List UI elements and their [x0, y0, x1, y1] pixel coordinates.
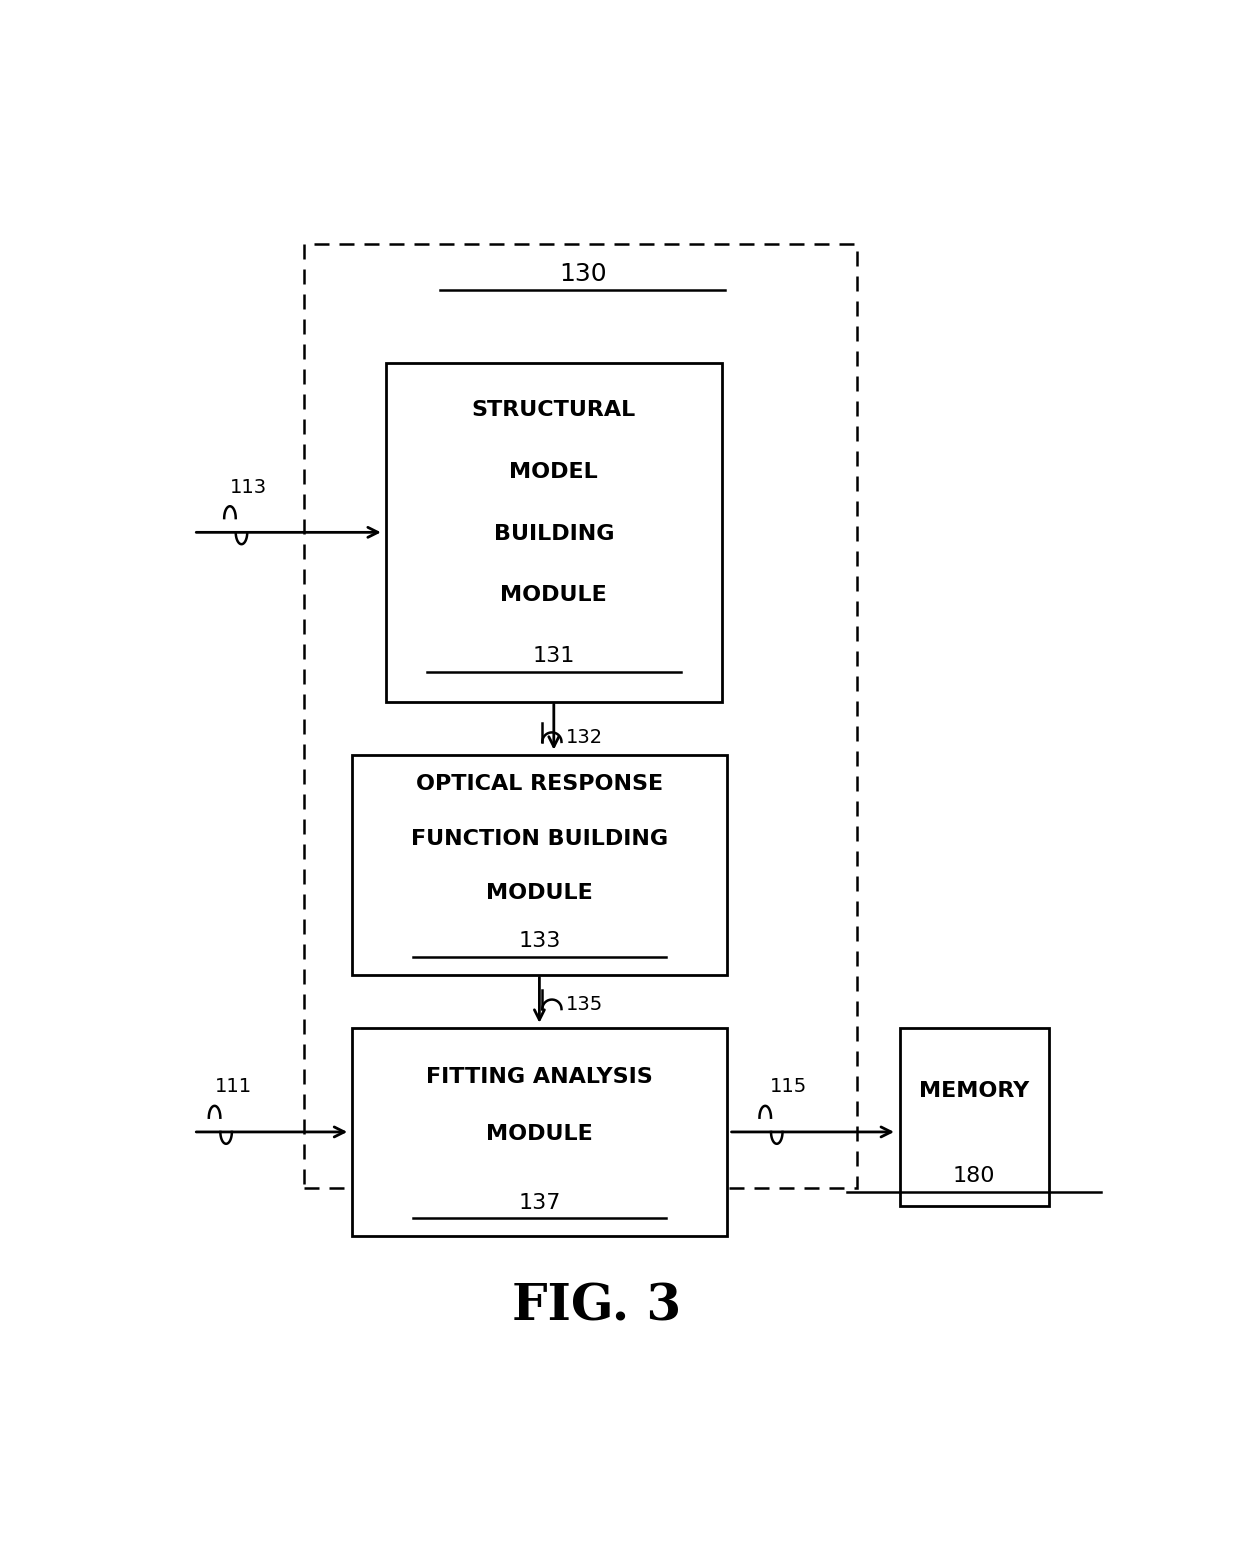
- Text: 180: 180: [954, 1166, 996, 1186]
- Text: FITTING ANALYSIS: FITTING ANALYSIS: [427, 1067, 652, 1087]
- Text: STRUCTURAL: STRUCTURAL: [471, 399, 636, 419]
- Text: MODULE: MODULE: [486, 1124, 593, 1144]
- Text: MODULE: MODULE: [501, 586, 608, 606]
- Text: 130: 130: [559, 262, 606, 287]
- Bar: [386, 364, 722, 702]
- Bar: [352, 1029, 727, 1235]
- Text: MEMORY: MEMORY: [919, 1081, 1029, 1101]
- Text: 132: 132: [567, 728, 604, 746]
- Text: 131: 131: [533, 646, 575, 666]
- Text: MODEL: MODEL: [510, 461, 598, 481]
- Bar: [900, 1029, 1049, 1206]
- Text: MODULE: MODULE: [486, 884, 593, 904]
- Bar: [304, 244, 857, 1189]
- Text: FUNCTION BUILDING: FUNCTION BUILDING: [410, 828, 668, 848]
- Text: 111: 111: [215, 1078, 252, 1096]
- Text: 113: 113: [229, 478, 267, 497]
- Text: FIG. 3: FIG. 3: [512, 1283, 682, 1332]
- Text: OPTICAL RESPONSE: OPTICAL RESPONSE: [415, 774, 663, 794]
- Bar: [352, 756, 727, 975]
- Text: 115: 115: [770, 1078, 807, 1096]
- Text: 135: 135: [567, 995, 604, 1013]
- Text: 137: 137: [518, 1192, 560, 1212]
- Text: 133: 133: [518, 931, 560, 951]
- Text: BUILDING: BUILDING: [494, 524, 614, 543]
